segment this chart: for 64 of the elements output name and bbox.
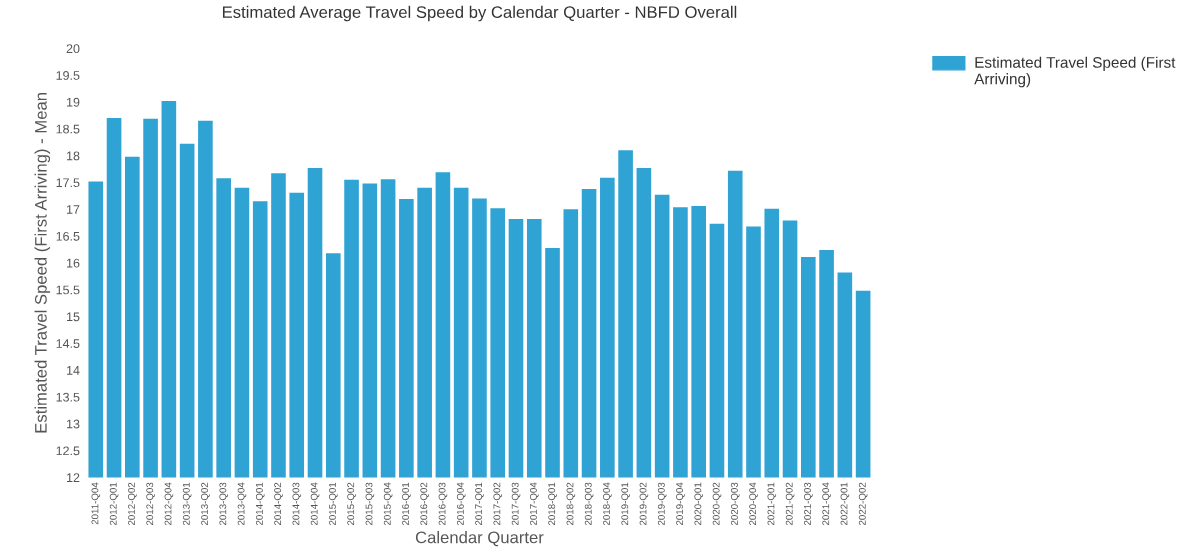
x-tick-label: 2019-Q02 xyxy=(639,482,649,526)
y-tick-label: 12 xyxy=(67,473,80,482)
x-tick-label: 2015-Q04 xyxy=(383,482,393,526)
x-tick-label: 2016-Q02 xyxy=(420,482,429,526)
x-tick-label: 2015-Q03 xyxy=(365,482,375,526)
x-tick-label: 2013-Q03 xyxy=(219,482,229,526)
y-tick-label: 12.5 xyxy=(56,446,80,456)
x-tick-label: 2014-Q02 xyxy=(274,482,283,526)
x-tick-label: 2021-Q02 xyxy=(785,482,795,526)
x-tick-label: 2021-Q01 xyxy=(767,482,777,526)
x-tick-label: 2017-Q01 xyxy=(475,482,484,526)
x-tick-label: 2016-Q03 xyxy=(438,482,448,526)
x-tick-label: 2021-Q03 xyxy=(804,482,813,526)
x-tick-label: 2018-Q04 xyxy=(603,482,612,526)
chart-title: Estimated Average Travel Speed by Calendar Quarter - NBFD Overall xyxy=(222,5,737,22)
y-tick-label: 17.5 xyxy=(56,178,80,188)
y-tick-label: 15 xyxy=(67,312,80,322)
x-tick-label: 2015-Q02 xyxy=(347,482,356,526)
y-tick-label: 20 xyxy=(66,44,80,54)
x-tick-label: 2011-Q04 xyxy=(91,482,101,525)
x-tick-label: 2022-Q01 xyxy=(840,482,850,526)
x-tick-label: 2017-Q02 xyxy=(493,482,503,526)
y-tick-label: 16 xyxy=(67,258,80,268)
x-tick-label: 2020-Q04 xyxy=(749,482,758,526)
x-tick-label: 2018-Q03 xyxy=(584,482,594,526)
x-tick-label: 2022-Q02 xyxy=(858,482,868,526)
x-tick-label: 2012-Q02 xyxy=(128,482,137,526)
x-axis-title: Calendar Quarter xyxy=(415,531,544,547)
x-tick-label: 2014-Q03 xyxy=(292,482,302,526)
y-tick-label: 17 xyxy=(67,205,80,214)
y-tick-label: 13 xyxy=(67,419,80,429)
y-axis-title: Estimated Travel Speed (First Arriving) - Mean xyxy=(34,93,51,433)
y-tick-label: 14.5 xyxy=(56,339,80,348)
y-tick-label: 18.5 xyxy=(56,124,80,134)
x-tick-label: 2012-Q01 xyxy=(109,482,119,526)
x-tick-label: 2018-Q02 xyxy=(566,482,576,526)
y-tick-label: 14 xyxy=(67,366,80,375)
x-tick-label: 2012-Q03 xyxy=(146,482,155,526)
x-tick-label: 2020-Q01 xyxy=(694,482,704,526)
x-tick-label: 2014-Q01 xyxy=(255,482,265,526)
legend-label: Estimated Travel Speed (First Arriving) xyxy=(974,56,1176,88)
x-tick-label: 2013-Q01 xyxy=(182,482,192,526)
x-tick-label: 2019-Q01 xyxy=(621,482,630,526)
x-tick-label: 2016-Q04 xyxy=(456,482,466,526)
x-tick-label: 2021-Q04 xyxy=(822,482,831,526)
x-tick-label: 2017-Q04 xyxy=(529,482,539,526)
y-tick-label: 13.5 xyxy=(56,392,80,402)
x-tick-label: 2015-Q01 xyxy=(329,482,338,526)
y-tick-label: 18 xyxy=(67,151,80,161)
x-tick-label: 2019-Q04 xyxy=(676,482,685,526)
x-tick-label: 2020-Q02 xyxy=(712,482,722,526)
x-tick-label: 2013-Q04 xyxy=(237,482,247,526)
x-tick-label: 2017-Q03 xyxy=(511,482,521,526)
y-tick-label: 19 xyxy=(67,97,80,107)
x-tick-label: 2014-Q04 xyxy=(310,482,320,526)
x-tick-label: 2016-Q01 xyxy=(402,482,411,526)
x-tick-label: 2013-Q02 xyxy=(201,482,210,526)
y-tick-label: 16.5 xyxy=(56,231,80,241)
x-tick-label: 2018-Q01 xyxy=(548,482,557,526)
x-tick-label: 2012-Q04 xyxy=(164,482,174,526)
x-tick-label: 2019-Q03 xyxy=(657,482,667,526)
y-tick-label: 19.5 xyxy=(56,71,80,80)
x-tick-label: 2020-Q03 xyxy=(730,482,740,526)
y-tick-label: 15.5 xyxy=(56,285,80,295)
